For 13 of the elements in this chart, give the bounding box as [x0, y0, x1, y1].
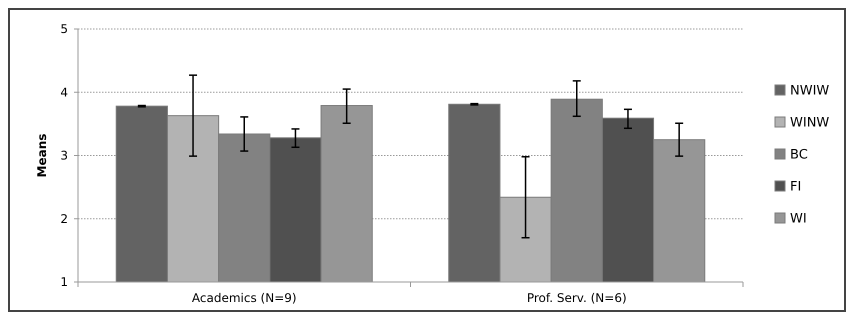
- y-tick-label: 4: [60, 85, 68, 100]
- y-tick-label: 3: [60, 148, 68, 163]
- legend-label: WI: [790, 212, 807, 227]
- legend-label: NWIW: [790, 84, 830, 99]
- y-tick-label: 1: [60, 275, 68, 290]
- y-tick-label: 2: [60, 212, 68, 226]
- legend-label: WINW: [790, 116, 830, 131]
- legend-label: BC: [790, 148, 808, 163]
- x-tick-label: Prof. Serv. (N=6): [526, 291, 627, 305]
- y-tick-label: 5: [60, 22, 68, 36]
- y-axis-title: Means: [35, 134, 49, 178]
- x-tick-label: Academics (N=9): [192, 291, 297, 305]
- legend-label: FI: [790, 180, 802, 195]
